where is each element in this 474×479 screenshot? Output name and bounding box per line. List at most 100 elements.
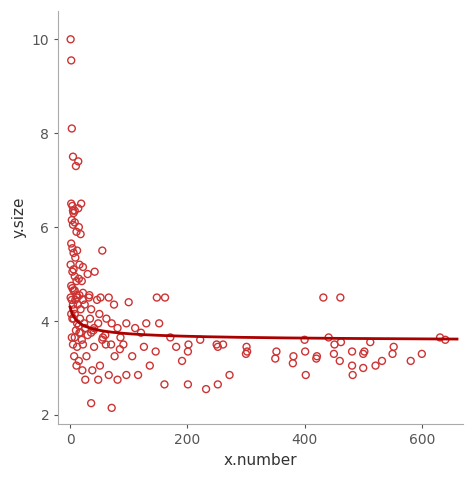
Point bbox=[87, 399, 95, 407]
Point bbox=[68, 296, 75, 304]
Point bbox=[71, 286, 79, 294]
Point bbox=[74, 205, 82, 212]
Point bbox=[73, 247, 81, 254]
Point bbox=[69, 315, 76, 322]
Point bbox=[137, 329, 145, 337]
Point bbox=[214, 380, 221, 388]
Point bbox=[81, 301, 89, 308]
Point bbox=[125, 298, 132, 306]
Point bbox=[70, 209, 77, 217]
Point bbox=[76, 261, 83, 269]
Point bbox=[143, 319, 150, 327]
Point bbox=[96, 362, 104, 369]
Point bbox=[102, 315, 110, 322]
Point bbox=[441, 336, 449, 343]
Point bbox=[71, 273, 79, 280]
Point bbox=[68, 216, 75, 224]
Point bbox=[184, 348, 191, 355]
Point bbox=[361, 348, 368, 355]
Point bbox=[78, 336, 86, 343]
X-axis label: x.number: x.number bbox=[224, 453, 297, 468]
Point bbox=[290, 353, 297, 360]
Point bbox=[84, 331, 91, 339]
Point bbox=[74, 158, 82, 165]
Point bbox=[99, 336, 106, 343]
Point bbox=[94, 319, 102, 327]
Point bbox=[70, 265, 77, 273]
Point bbox=[114, 324, 121, 332]
Point bbox=[102, 341, 109, 348]
Point bbox=[86, 291, 93, 299]
Point bbox=[319, 294, 327, 301]
Point bbox=[74, 301, 82, 308]
Point bbox=[312, 355, 320, 363]
Point bbox=[114, 376, 121, 384]
Point bbox=[301, 336, 309, 343]
Point bbox=[68, 125, 75, 132]
Y-axis label: y.size: y.size bbox=[11, 197, 26, 239]
Point bbox=[359, 364, 367, 372]
Point bbox=[178, 357, 186, 365]
Point bbox=[79, 263, 87, 271]
Point bbox=[67, 261, 74, 269]
Point bbox=[73, 319, 81, 327]
Point bbox=[418, 350, 426, 358]
Point bbox=[84, 270, 91, 278]
Point bbox=[99, 247, 106, 254]
Point bbox=[79, 289, 87, 297]
Point bbox=[378, 357, 386, 365]
Point bbox=[348, 348, 356, 355]
Point bbox=[105, 371, 112, 379]
Point bbox=[73, 277, 80, 285]
Point bbox=[97, 294, 104, 301]
Point bbox=[89, 366, 96, 374]
Point bbox=[75, 223, 82, 231]
Point bbox=[91, 268, 99, 275]
Point bbox=[196, 336, 204, 343]
Point bbox=[214, 343, 221, 351]
Point bbox=[99, 333, 107, 341]
Point bbox=[140, 343, 148, 351]
Point bbox=[202, 385, 210, 393]
Point bbox=[161, 294, 169, 301]
Point bbox=[337, 294, 344, 301]
Point bbox=[213, 341, 220, 348]
Point bbox=[389, 350, 396, 358]
Point bbox=[72, 327, 80, 334]
Point bbox=[71, 207, 79, 215]
Point bbox=[337, 338, 345, 346]
Point bbox=[184, 380, 191, 388]
Point bbox=[79, 341, 87, 348]
Point bbox=[108, 404, 116, 412]
Point bbox=[69, 268, 76, 275]
Point bbox=[131, 324, 139, 332]
Point bbox=[146, 362, 154, 369]
Point bbox=[372, 362, 379, 369]
Point bbox=[123, 319, 130, 327]
Point bbox=[336, 357, 344, 365]
Point bbox=[117, 333, 124, 341]
Point bbox=[72, 162, 80, 170]
Point bbox=[390, 343, 398, 351]
Point bbox=[73, 228, 80, 236]
Point bbox=[436, 333, 444, 341]
Point bbox=[128, 353, 136, 360]
Point bbox=[272, 355, 279, 363]
Point bbox=[90, 327, 97, 334]
Point bbox=[219, 341, 227, 348]
Point bbox=[96, 310, 103, 318]
Point bbox=[86, 315, 94, 322]
Point bbox=[155, 319, 163, 327]
Point bbox=[67, 310, 75, 318]
Point bbox=[70, 353, 78, 360]
Point bbox=[70, 249, 77, 257]
Point bbox=[185, 341, 192, 348]
Point bbox=[80, 319, 88, 327]
Point bbox=[82, 376, 89, 384]
Point bbox=[85, 294, 92, 301]
Point bbox=[67, 35, 74, 43]
Point bbox=[77, 329, 84, 337]
Point bbox=[366, 338, 374, 346]
Point bbox=[69, 301, 77, 308]
Point bbox=[79, 296, 87, 304]
